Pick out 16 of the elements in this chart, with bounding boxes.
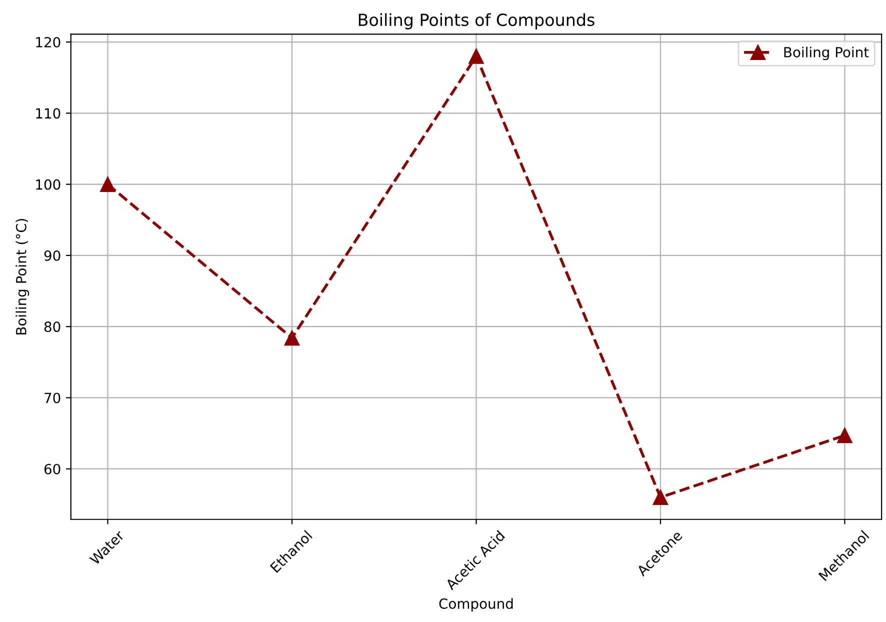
point: [837, 428, 852, 444]
y-tick-label: 100: [36, 179, 60, 190]
y-tick-label: 110: [36, 108, 60, 119]
y-tick-label: 80: [44, 322, 60, 332]
legend-label: Boiling Point: [784, 46, 869, 60]
y-tick-label: 60: [44, 464, 60, 474]
chart-title: Boiling Points of Compounds: [358, 13, 594, 30]
x-axis-title: Compound: [439, 598, 513, 612]
y-tick-label: 120: [36, 37, 60, 48]
y-axis-title: Boiling Point (°C): [16, 218, 30, 334]
y-tick-label: 70: [44, 392, 60, 404]
y-tick-label: 90: [44, 250, 60, 261]
point: [652, 490, 668, 505]
point: [284, 330, 300, 346]
point: [100, 176, 116, 192]
point: [468, 48, 484, 64]
